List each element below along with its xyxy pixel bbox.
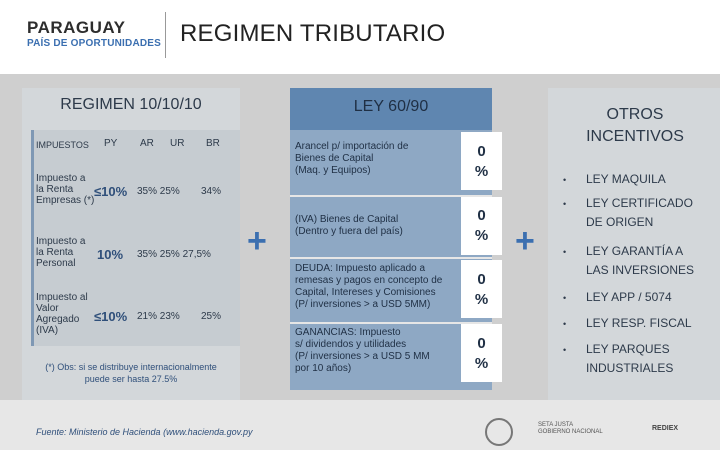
row-label-renta-personal: Impuesto a la Renta Personal — [36, 236, 86, 269]
col-header-ar: AR — [140, 138, 154, 149]
bullet-icon: • — [563, 175, 567, 185]
divider — [290, 195, 492, 197]
zero-box — [461, 260, 502, 318]
footnote: (*) Obs: si se distribuye internacionalm… — [45, 362, 217, 384]
bullet-icon: • — [563, 247, 567, 257]
incentivo-item: LEY RESP. FISCAL — [586, 316, 692, 330]
ley-title-box — [290, 88, 492, 130]
row-label-iva: Impuesto al Valor Agregado (IVA) — [36, 292, 88, 336]
bullet-icon: • — [563, 345, 567, 355]
bullet-icon: • — [563, 319, 567, 329]
regimen-title: REGIMEN 10/10/10 — [60, 96, 202, 113]
incentivos-title: OTROS INCENTIVOS — [586, 106, 684, 145]
py-value: ≤10% — [94, 184, 128, 199]
ley-title: LEY 60/90 — [353, 98, 429, 115]
zero-box — [461, 132, 502, 190]
zero-percent: 0 % — [474, 143, 489, 180]
br-value: 34% — [201, 186, 222, 197]
zero-percent: 0 % — [474, 271, 489, 308]
col-header-ur: UR — [170, 138, 185, 149]
bullet-icon: • — [563, 199, 567, 209]
logo-subtitle: PAÍS DE OPORTUNIDADES — [27, 38, 162, 49]
col-header-py: PY — [104, 138, 118, 149]
br-value: 25% — [201, 311, 222, 322]
plus-icon: + — [247, 222, 267, 260]
col-header-impuestos: IMPUESTOS — [36, 140, 89, 150]
zero-box — [461, 324, 502, 382]
incentivo-item: LEY CERTIFICADO DE ORIGEN — [586, 196, 693, 229]
ley-item-ganancias: GANANCIAS: Impuesto s/ dividendos y util… — [295, 327, 430, 374]
col-header-br: BR — [206, 138, 220, 149]
divider — [290, 257, 492, 259]
header-divider — [165, 12, 166, 58]
ley-panel — [290, 130, 492, 390]
rediex-logo: REDIEX — [652, 425, 679, 432]
tax-table — [31, 130, 240, 346]
divider — [290, 322, 492, 324]
ley-item-deuda: DEUDA: Impuesto aplicado a remesas y pag… — [295, 263, 443, 310]
incentivo-item: LEY GARANTÍA A LAS INVERSIONES — [586, 244, 695, 277]
incentivo-item: LEY PARQUES INDUSTRIALES — [586, 342, 674, 375]
seal-icon — [485, 418, 513, 446]
zero-percent: 0 % — [474, 335, 489, 372]
bullet-icon: • — [563, 293, 567, 303]
source-note: Fuente: Ministerio de Hacienda (www.haci… — [36, 427, 253, 437]
ar-ur-value: 35% 25% — [137, 186, 180, 197]
ley-item-arancel: Arancel p/ importación de Bienes de Capi… — [295, 141, 409, 176]
incentivo-item: LEY APP / 5074 — [586, 290, 672, 304]
footer — [0, 400, 720, 450]
zero-box — [461, 197, 502, 255]
plus-icon: + — [515, 222, 535, 260]
row-label-renta-empresas: Impuesto a la Renta Empresas (*) — [36, 173, 95, 206]
logo-title: PARAGUAY — [27, 18, 126, 37]
ley-item-iva: (IVA) Bienes de Capital (Dentro y fuera … — [295, 214, 403, 237]
page-title: REGIMEN TRIBUTARIO — [180, 20, 446, 47]
ar-ur-value: 21% 23% — [137, 311, 180, 322]
incentivos-panel — [548, 88, 720, 400]
py-value: ≤10% — [94, 309, 128, 324]
incentivo-item: LEY MAQUILA — [586, 172, 666, 186]
zero-percent: 0 % — [474, 207, 489, 244]
py-value: 10% — [97, 247, 124, 262]
gobierno-logo: SETA JUSTA GOBIERNO NACIONAL — [538, 422, 603, 435]
ar-ur-value: 35% 25% 27,5% — [137, 249, 211, 260]
